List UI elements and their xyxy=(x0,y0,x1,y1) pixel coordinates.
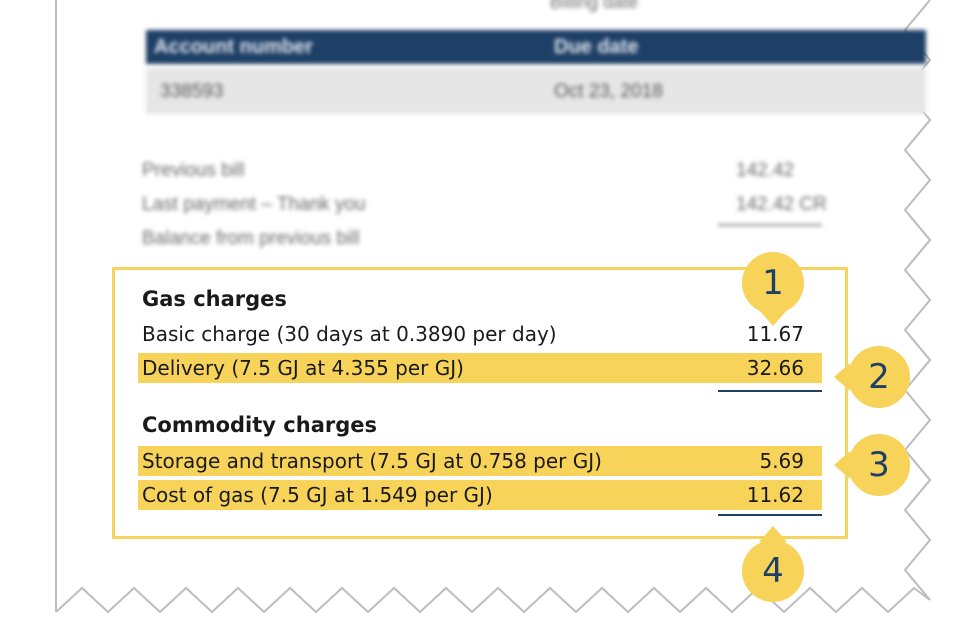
cost-of-gas-value: 11.62 xyxy=(746,483,804,507)
top-partial-label: Billing date xyxy=(550,0,639,12)
balance-previous-label: Balance from previous bill xyxy=(142,228,360,249)
last-payment-value: 142.42 CR xyxy=(736,194,827,215)
basic-charge-label: Basic charge (30 days at 0.3890 per day) xyxy=(142,322,557,346)
commodity-charges-title: Commodity charges xyxy=(142,413,377,437)
account-info-row: 338593 Oct 23, 2018 xyxy=(146,68,926,114)
previous-underline xyxy=(718,224,822,226)
callout-badge-4: 4 xyxy=(742,540,804,602)
callout-badge-3: 3 xyxy=(848,434,910,496)
gas-subtotal-underline xyxy=(718,390,822,392)
callout-pointer-2 xyxy=(834,363,850,391)
charges-callout-box xyxy=(112,267,848,539)
delivery-value: 32.66 xyxy=(746,356,804,380)
due-date-label: Due date xyxy=(554,36,639,58)
cost-of-gas-highlight xyxy=(138,480,822,510)
callout-pointer-1 xyxy=(759,310,787,326)
basic-charge-value: 11.67 xyxy=(746,322,804,346)
previous-bill-value: 142.42 xyxy=(736,160,795,181)
account-number-label: Account number xyxy=(154,36,313,58)
callout-pointer-4 xyxy=(759,526,787,542)
account-header-bar: Account number Due date xyxy=(146,30,926,64)
previous-bill-label: Previous bill xyxy=(142,160,245,181)
storage-highlight xyxy=(138,446,822,476)
last-payment-label: Last payment – Thank you xyxy=(142,194,366,215)
gas-charges-title: Gas charges xyxy=(142,287,287,311)
callout-pointer-3 xyxy=(834,451,850,479)
storage-transport-value: 5.69 xyxy=(759,449,804,473)
commodity-subtotal-underline xyxy=(718,514,822,516)
due-date-value: Oct 23, 2018 xyxy=(554,81,663,102)
cost-of-gas-label: Cost of gas (7.5 GJ at 1.549 per GJ) xyxy=(142,483,493,507)
account-number-value: 338593 xyxy=(160,81,224,102)
delivery-highlight xyxy=(138,353,822,383)
callout-badge-2: 2 xyxy=(848,346,910,408)
storage-transport-label: Storage and transport (7.5 GJ at 0.758 p… xyxy=(142,449,602,473)
delivery-label: Delivery (7.5 GJ at 4.355 per GJ) xyxy=(142,356,464,380)
callout-badge-1: 1 xyxy=(742,252,804,314)
